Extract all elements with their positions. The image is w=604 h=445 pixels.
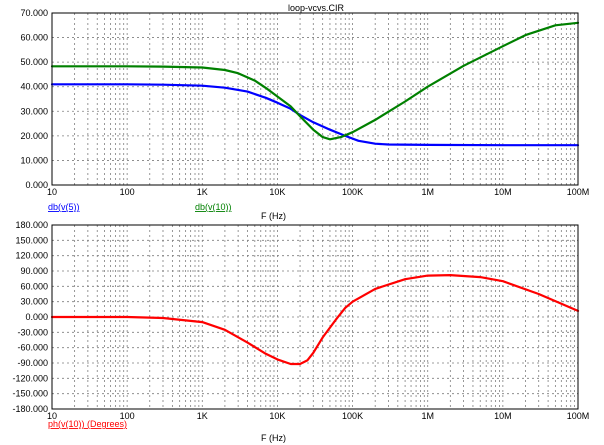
y-tick-label: 40.000 [20, 82, 48, 92]
y-tick-label: -30.000 [17, 327, 48, 337]
phase-frame [51, 224, 579, 410]
x-tick-label: 1K [197, 187, 208, 197]
x-tick-label: 10M [494, 187, 512, 197]
phase-series [50, 274, 580, 366]
y-tick-label: 60.000 [20, 33, 48, 43]
x-tick-label: 100M [567, 411, 590, 421]
x-tick-label: 1K [197, 411, 208, 421]
y-tick-label: -120.000 [12, 373, 48, 383]
phase-x-axis-title: F (Hz) [261, 433, 286, 443]
magnitude-chart: 0.000 10.000 20.000 30.000 40.000 50.000 60.00… [20, 8, 589, 221]
y-tick-label: -90.000 [17, 358, 48, 368]
y-tick-label: 0.000 [25, 312, 48, 322]
x-tick-label: 100K [342, 411, 363, 421]
magnitude-series [50, 21, 580, 147]
magnitude-x-axis-title: F (Hz) [261, 211, 286, 221]
phase-chart: -180.000 -150.000 -120.000 -90.000 -60.000 -3… [12, 220, 589, 443]
x-tick-label: 100K [342, 187, 363, 197]
series-line-ph-v-10-degrees [50, 274, 580, 366]
y-tick-label: 20.000 [20, 131, 48, 141]
legend-ph-v10: ph(v(10)) (Degrees) [48, 419, 127, 429]
x-tick-label: 100M [567, 187, 590, 197]
y-tick-label: 30.000 [20, 106, 48, 116]
x-tick-label: 10 [47, 411, 57, 421]
x-tick-label: 100 [120, 411, 135, 421]
y-tick-label: 10.000 [20, 155, 48, 165]
x-tick-label: 100 [120, 187, 135, 197]
y-tick-label: -180.000 [12, 404, 48, 414]
x-tick-label: 1M [421, 187, 434, 197]
y-tick-label: 70.000 [20, 8, 48, 18]
series-line-db-v-10 [50, 21, 580, 141]
y-tick-label: 180.000 [15, 220, 48, 230]
y-tick-label: -60.000 [17, 343, 48, 353]
x-tick-label: 10 [47, 187, 57, 197]
y-tick-label: 50.000 [20, 57, 48, 67]
legend-db-v10: db(v(10)) [195, 202, 232, 212]
y-tick-label: 30.000 [20, 297, 48, 307]
magnitude-frame [51, 12, 579, 186]
y-tick-label: 120.000 [15, 251, 48, 261]
y-tick-label: 0.000 [25, 180, 48, 190]
y-tick-label: -150.000 [12, 389, 48, 399]
x-tick-label: 10K [269, 411, 285, 421]
y-tick-label: 90.000 [20, 266, 48, 276]
magnitude-tick-labels: 0.000 10.000 20.000 30.000 40.000 50.000 60.00… [20, 8, 589, 197]
phase-tick-labels: -180.000 -150.000 -120.000 -90.000 -60.000 -3… [12, 220, 589, 421]
plot-title: loop-vcvs.CIR [288, 3, 345, 13]
x-tick-label: 10M [494, 411, 512, 421]
legend-db-v5: db(v(5)) [48, 202, 80, 212]
y-tick-label: 150.000 [15, 235, 48, 245]
x-tick-label: 1M [421, 411, 434, 421]
y-tick-label: 60.000 [20, 281, 48, 291]
x-tick-label: 10K [269, 187, 285, 197]
